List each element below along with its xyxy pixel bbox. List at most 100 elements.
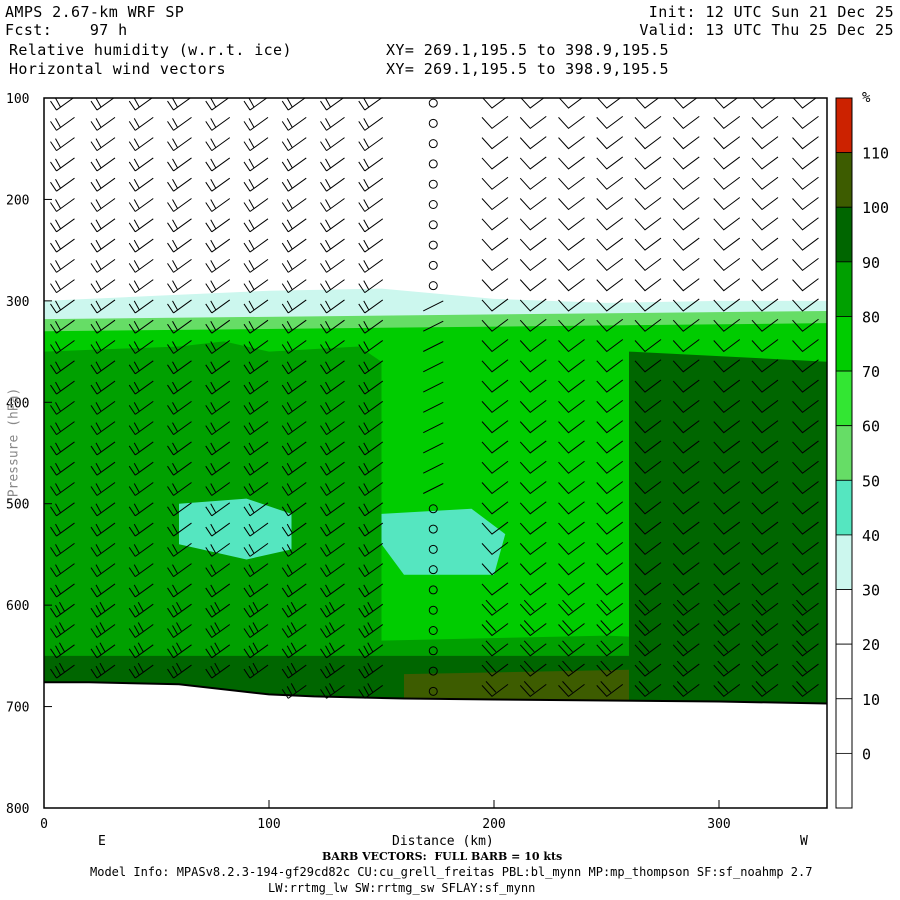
wind-calm-marker [428,260,438,270]
wind-barb [50,177,75,192]
wind-barb [243,137,269,152]
wind-barb [713,521,741,535]
wind-barb [792,136,819,150]
wind-barb [792,582,819,596]
wind-barb [481,501,509,515]
wind-barb [673,98,698,109]
wind-barb [50,157,75,172]
wind-barb [558,521,585,535]
wind-barb [167,299,192,314]
wind-barb [243,116,269,131]
colorbar-tick-label: 40 [862,527,880,545]
wind-barb [320,522,345,537]
wind-barb [358,563,384,578]
wind-barb [50,137,75,152]
wind-barb [558,681,585,698]
wind-barb [481,379,509,393]
wind-barb [205,502,231,517]
wind-barb [634,582,662,596]
wind-barb [751,501,779,515]
wind-barb [320,642,345,659]
wind-barb [243,198,269,212]
wind-barb [90,198,116,212]
wind-barb [358,583,384,598]
wind-barb [205,461,231,476]
wind-barb [481,620,509,637]
wind-barb [751,640,779,657]
wind-barb [672,660,700,677]
wind-barb [519,197,547,211]
wind-barb [281,116,307,131]
wind-barb [672,640,700,657]
wind-barb [128,238,154,253]
wind-barb [558,237,585,251]
wind-barb [320,583,345,598]
y-tick-label: 500 [6,498,29,513]
wind-barb [558,98,583,109]
wind-barb [634,197,662,211]
wind-barb [519,136,547,150]
wind-barb [751,541,779,556]
wind-barb [205,157,231,172]
wind-barb [634,420,662,434]
y-tick-label: 800 [6,802,29,817]
wind-barb [672,481,700,495]
wind-barb [481,681,509,698]
wind-barb [634,460,662,474]
wind-barb [128,299,154,314]
wind-barb [672,359,700,373]
wind-barb [751,379,779,393]
wind-barb [243,98,268,111]
wind-barb [713,257,741,272]
wind-barb [281,380,307,395]
wind-barb [713,541,741,556]
wind-barb [672,582,700,596]
wind-barb [751,237,779,251]
wind-barb [281,258,307,273]
wind-barb [751,562,779,576]
wind-barb [752,98,777,109]
x-tick-label: 200 [482,817,505,832]
wind-barb [128,157,154,172]
wind-barb [558,481,585,495]
wind-barb [205,299,231,314]
wind-barb [482,98,507,109]
wind-calm-marker [428,524,438,534]
wind-barb [596,660,624,677]
wind-barb [751,582,779,596]
wind-barb [558,582,585,596]
wind-barb [205,137,231,152]
wind-barb [596,318,624,332]
y-axis-label: Pressure (hPa) [6,387,22,498]
wind-barb [358,299,384,314]
wind-barb [320,116,345,131]
wind-barb [792,521,819,535]
wind-barb [281,622,307,638]
wind-barb [243,218,269,233]
wind-barb [320,177,345,192]
wind-calm-marker [428,544,438,554]
wind-barb [358,683,384,699]
wind-barb [481,420,509,434]
wind-barb [558,420,585,434]
wind-barb [167,482,192,496]
wind-barb [713,501,741,515]
wind-barb [519,440,547,454]
colorbar-bin [835,316,853,372]
wind-barb [281,198,307,212]
wind-barb [713,156,741,170]
colorbar-tick-label: 10 [862,691,880,709]
wind-barb [243,563,269,578]
wind-barb [751,660,779,677]
wind-barb [358,502,384,517]
wind-barb [792,620,819,637]
wind-barb [128,461,154,476]
wind-barb [243,299,269,314]
wind-barb [634,562,662,576]
wind-barb [281,218,307,233]
wind-barb [519,298,547,312]
wind-barb [243,482,269,496]
wind-barb [481,359,509,373]
wind-barb [634,339,662,353]
wind-barb [596,620,624,637]
